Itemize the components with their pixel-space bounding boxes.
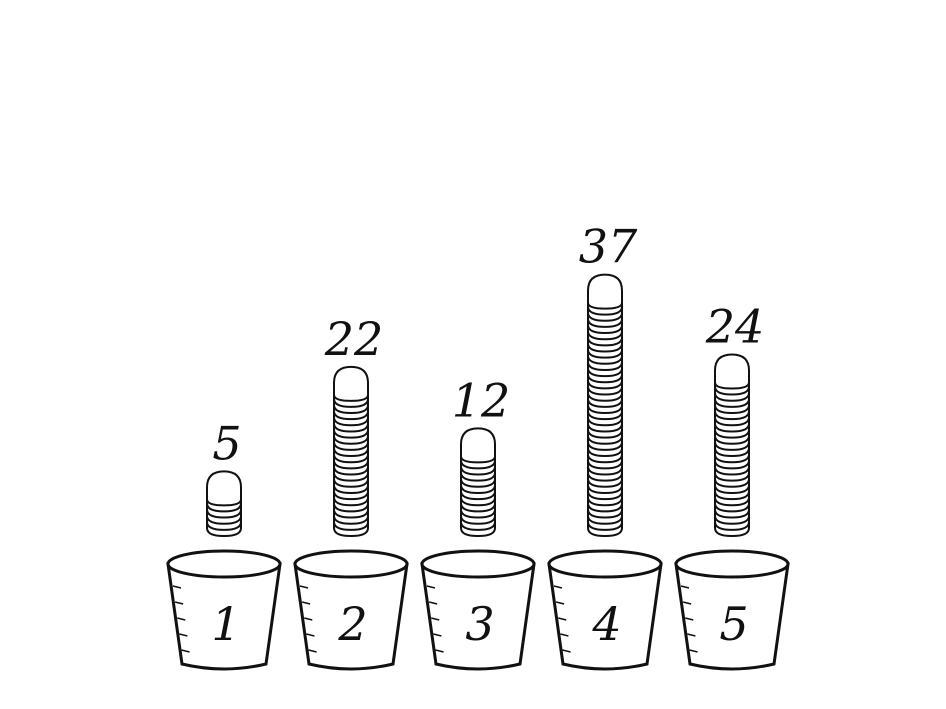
cup-tick bbox=[431, 617, 440, 621]
cup-tick bbox=[299, 585, 309, 589]
cup-column-4: 37 4 bbox=[547, 220, 663, 671]
cup-number-label: 2 bbox=[337, 597, 367, 651]
cup-tick bbox=[689, 649, 698, 653]
cup-column-5: 24 5 bbox=[674, 300, 790, 671]
coin-count-label: 12 bbox=[452, 373, 511, 427]
cup-tick bbox=[560, 633, 569, 637]
cup-tick bbox=[680, 585, 690, 589]
cup-number-label: 4 bbox=[591, 597, 621, 651]
cup-tick bbox=[172, 585, 182, 589]
coin-stack bbox=[714, 353, 750, 538]
cup-tick bbox=[562, 649, 571, 653]
cup-tick bbox=[304, 617, 313, 621]
cup-tick bbox=[426, 585, 436, 589]
coin-stack bbox=[206, 470, 242, 538]
cup-tick bbox=[308, 649, 317, 653]
cup-column-1: 51 bbox=[166, 416, 282, 671]
cup: 4 bbox=[547, 549, 663, 671]
cup-body bbox=[674, 562, 790, 671]
cup-tick bbox=[435, 649, 444, 653]
cup-tick bbox=[177, 617, 186, 621]
cup-tick bbox=[553, 585, 563, 589]
coin-count-label: 5 bbox=[212, 416, 241, 470]
coin-count-label: 37 bbox=[579, 220, 638, 274]
cup-tick bbox=[301, 601, 311, 605]
cup-column-3: 12 3 bbox=[420, 373, 536, 671]
cup-number-label: 5 bbox=[719, 597, 748, 651]
coin-top-face bbox=[206, 470, 242, 507]
cup-tick bbox=[174, 601, 184, 605]
cup-number-label: 3 bbox=[465, 597, 494, 651]
cup-tick bbox=[179, 633, 188, 637]
cup: 2 bbox=[293, 549, 409, 671]
cup-rim bbox=[420, 549, 536, 579]
cup-tick bbox=[428, 601, 438, 605]
cup-tick bbox=[682, 601, 692, 605]
coin-top-face bbox=[460, 427, 496, 464]
coin-top-face bbox=[714, 353, 750, 390]
cup-body bbox=[293, 562, 409, 671]
cup-tick bbox=[433, 633, 442, 637]
coin-top-face bbox=[587, 273, 623, 310]
cup-rim bbox=[674, 549, 790, 579]
cup: 3 bbox=[420, 549, 536, 671]
cup-tick bbox=[558, 617, 567, 621]
cup-tick bbox=[555, 601, 565, 605]
cup-number-label: 1 bbox=[211, 597, 240, 651]
coin-count-label: 22 bbox=[324, 312, 384, 366]
coin-stack bbox=[460, 427, 496, 538]
cup-tick bbox=[181, 649, 190, 653]
cup-rim bbox=[293, 549, 409, 579]
cup-body bbox=[547, 562, 663, 671]
cup-tick bbox=[685, 617, 694, 621]
coin-stack bbox=[587, 273, 623, 538]
cup-tick bbox=[687, 633, 696, 637]
cup-column-2: 222 bbox=[293, 312, 409, 671]
coin-stack bbox=[333, 365, 369, 538]
cup-body bbox=[166, 562, 282, 671]
cup-body bbox=[420, 562, 536, 671]
cup-rim bbox=[166, 549, 282, 579]
cup-tick bbox=[306, 633, 315, 637]
coin-top-face bbox=[333, 365, 369, 402]
cup: 1 bbox=[166, 549, 282, 671]
coin-count-label: 24 bbox=[705, 300, 765, 354]
cup-rim bbox=[547, 549, 663, 579]
cup: 5 bbox=[674, 549, 790, 671]
